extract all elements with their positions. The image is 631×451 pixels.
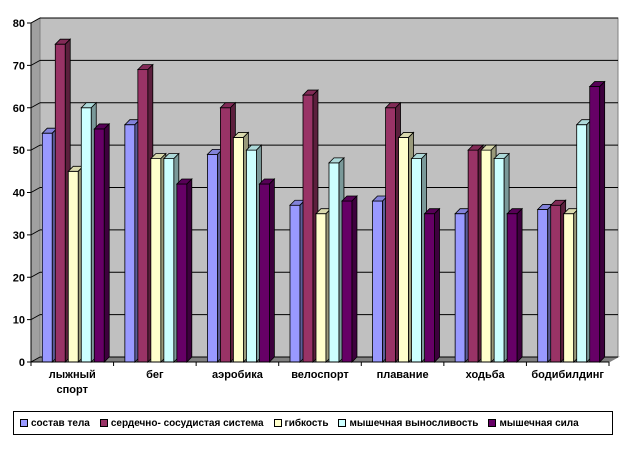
x-tick-label: лыжный спорт: [49, 369, 96, 396]
legend-swatch: [99, 419, 108, 427]
bar-front: [207, 153, 218, 363]
bar-front: [176, 183, 188, 363]
bar-front: [563, 213, 575, 363]
bar: [258, 178, 276, 363]
bar-front: [41, 132, 53, 363]
bar-front: [93, 128, 105, 363]
y-tick-label: 10: [13, 315, 25, 327]
bar-side: [599, 80, 606, 363]
gridline-depth: [30, 59, 41, 66]
bar-front: [467, 149, 479, 363]
legend-label: состав тела: [31, 417, 90, 429]
x-tick-label: аэробика: [212, 369, 264, 381]
legend-entry: сердечно- сосудистая система: [99, 417, 264, 429]
gridline-depth: [30, 229, 41, 236]
gridline-depth: [30, 271, 41, 278]
legend-entry: мышечная сила: [488, 417, 579, 429]
legend-swatch: [20, 419, 28, 427]
bar-front: [328, 162, 340, 363]
y-tick-label: 20: [13, 272, 25, 284]
bar: [93, 122, 111, 363]
bar-front: [289, 204, 301, 363]
bar-front: [576, 124, 588, 363]
legend-label: гибкость: [284, 417, 329, 429]
bar-front: [259, 183, 270, 363]
bar-side: [269, 178, 275, 363]
bar-front: [493, 158, 505, 363]
bar-front: [163, 158, 175, 363]
y-tick-label: 30: [13, 230, 25, 242]
legend-swatch: [273, 419, 282, 427]
bar-side: [516, 207, 523, 363]
bar-side: [186, 178, 193, 363]
bar-front: [137, 69, 149, 363]
gridline-depth: [30, 17, 41, 24]
bar-front: [589, 86, 601, 363]
x-tick-label: плавание: [377, 369, 429, 381]
bar: [175, 178, 193, 363]
x-tick-label: бодибилдинг: [531, 369, 604, 381]
bar: [506, 207, 524, 363]
y-tick-label: 80: [13, 18, 25, 30]
bar-front: [220, 107, 231, 363]
gridline-depth: [30, 187, 41, 193]
y-tick-labels: 0 10 20 30 40 50 60 70 80: [13, 18, 25, 369]
bar-front: [385, 107, 396, 363]
bar-front: [454, 213, 466, 363]
bar-front: [480, 149, 492, 363]
legend-swatch: [488, 419, 497, 427]
legend-label: мышечная выносливость: [349, 417, 479, 429]
bar-front: [411, 158, 422, 363]
bar-side: [434, 207, 440, 363]
legend-entry: состав тела: [20, 418, 90, 429]
bar: [341, 195, 358, 363]
gridline-depth: [30, 356, 41, 363]
x-tick-label: велоспорт: [291, 369, 349, 381]
bar-front: [124, 124, 136, 363]
bar-front: [424, 213, 435, 363]
bar-front: [233, 137, 244, 363]
y-tick-label: 50: [13, 145, 25, 157]
y-tick-label: 0: [19, 357, 25, 369]
legend-label: сердечно- сосудистая система: [110, 417, 264, 429]
bar-front: [80, 107, 92, 363]
y-tick-label: 60: [13, 103, 25, 115]
y-tick-label: 40: [13, 188, 25, 200]
bar-chart: 0 10 20 30 40 50 60 70 80 лыжный спорт бег аэробика…: [13, 17, 620, 396]
y-tick-label: 70: [13, 60, 25, 72]
x-tick-label: бег: [146, 369, 164, 381]
bar-front: [54, 43, 66, 363]
x-tick-labels: лыжный спорт бег аэробика велоспорт плавание х…: [49, 369, 605, 396]
gridline-depth: [30, 102, 41, 109]
bar: [423, 207, 441, 363]
bar-side: [351, 195, 358, 363]
bar-front: [315, 213, 327, 363]
gridline-depth: [30, 144, 41, 151]
x-tick-label: ходьба: [466, 369, 506, 381]
legend-entry: мышечная выносливость: [338, 418, 478, 429]
bar-front: [550, 204, 562, 363]
bar-front: [302, 94, 314, 363]
bar-front: [341, 200, 353, 363]
axes: [27, 22, 610, 366]
legend-swatch: [338, 419, 347, 427]
gridline-depth: [30, 314, 41, 321]
bar-side: [103, 122, 110, 363]
bar-front: [398, 137, 409, 363]
legend-label: мышечная сила: [499, 417, 579, 429]
legend: состав тела сердечно- сосудистая система г…: [13, 411, 613, 435]
bar-front: [246, 149, 257, 363]
bar-front: [537, 209, 549, 363]
bar: [588, 80, 606, 363]
bar-front: [67, 170, 79, 363]
bar-front: [150, 158, 162, 363]
bar-front: [506, 213, 518, 363]
legend-entry: гибкость: [273, 417, 329, 429]
bar-front: [372, 200, 383, 363]
